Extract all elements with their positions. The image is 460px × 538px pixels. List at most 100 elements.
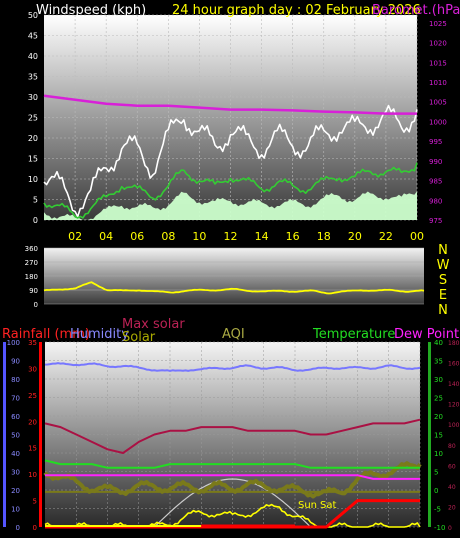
dir-y-tick: 0 <box>34 301 38 309</box>
rain-axis-bar <box>39 342 42 527</box>
humidity-y-tick: 50 <box>11 432 20 440</box>
solar-y-tick: 140 <box>448 381 460 388</box>
solar-y-tick: 120 <box>448 402 460 409</box>
rain-y-tick: 25 <box>28 392 37 400</box>
tick-labels: 0510152025303540455097598098599099510001… <box>7 11 460 532</box>
temp-y-tick: -5 <box>434 506 441 514</box>
pressure-line <box>43 94 417 115</box>
wind-y-tick: 5 <box>33 196 38 205</box>
rain-y-tick: 35 <box>28 339 37 347</box>
wind-y-tick: 20 <box>28 134 38 143</box>
wind-y-tick: 50 <box>28 11 38 20</box>
humidity-axis-bar <box>3 342 6 527</box>
solar-label: Solar <box>122 330 156 345</box>
humidity-y-tick: 70 <box>11 395 20 403</box>
dir-y-tick: 360 <box>25 245 38 253</box>
baro-y-tick: 990 <box>429 158 442 166</box>
dir-y-tick: 90 <box>29 287 38 295</box>
hour-tick: 00 <box>410 230 424 243</box>
temperature-line <box>44 459 420 469</box>
baro-y-tick: 1010 <box>429 79 447 87</box>
rain-y-tick: 30 <box>28 365 37 373</box>
temp-y-tick: 10 <box>434 450 443 458</box>
wind-y-tick: 30 <box>28 93 38 102</box>
temp-y-tick: 20 <box>434 413 443 421</box>
hour-tick: 16 <box>286 230 300 243</box>
solar-y-tick: 20 <box>448 504 456 511</box>
hour-tick: 04 <box>99 230 113 243</box>
solar-y-tick: 160 <box>448 361 460 368</box>
hour-tick: 22 <box>379 230 393 243</box>
compass-label: N <box>438 303 448 318</box>
rain-y-tick: 20 <box>28 418 37 426</box>
baro-y-tick: 975 <box>429 217 442 225</box>
hour-tick: 06 <box>130 230 144 243</box>
solar-y-tick: 40 <box>448 484 456 491</box>
aqi-label: AQI <box>222 327 245 342</box>
temp-y-tick: 40 <box>434 339 443 347</box>
hour-tick: 20 <box>348 230 362 243</box>
humidity-y-tick: 20 <box>11 487 20 495</box>
compass-label: W <box>437 258 450 273</box>
temp-y-tick: -10 <box>434 524 445 532</box>
dir-y-tick: 270 <box>25 259 38 267</box>
grid-lines <box>44 14 424 528</box>
rain-y-tick: 0 <box>33 524 37 532</box>
rain-y-tick: 15 <box>28 445 37 453</box>
rainfall-label: Rainfall (mm) <box>2 327 90 342</box>
aqi-line <box>43 461 422 499</box>
temp-axis-bar <box>428 342 431 527</box>
humidity-y-tick: 60 <box>11 413 20 421</box>
humidity-y-tick: 40 <box>11 450 20 458</box>
solar-y-tick: 60 <box>448 463 456 470</box>
humidity-y-tick: 10 <box>11 506 20 514</box>
hour-tick: 08 <box>161 230 175 243</box>
dew-point-label: Dew Point <box>394 327 459 342</box>
temp-y-tick: 25 <box>434 395 443 403</box>
humidity-label: Humidity <box>70 327 129 342</box>
wind-y-tick: 25 <box>28 114 38 123</box>
barometer-label: Baromet.(hPa) <box>372 3 460 18</box>
wind-panel <box>44 15 417 220</box>
humidity-y-tick: 0 <box>16 524 20 532</box>
temp-y-tick: 5 <box>434 469 438 477</box>
temp-y-tick: 0 <box>434 487 438 495</box>
baro-y-tick: 995 <box>429 138 442 146</box>
humidity-y-tick: 80 <box>11 376 20 384</box>
rain-y-tick: 10 <box>28 471 37 479</box>
baro-y-tick: 1020 <box>429 40 447 48</box>
baro-y-tick: 980 <box>429 197 442 205</box>
humidity-y-tick: 90 <box>11 358 20 366</box>
wind-y-tick: 35 <box>28 73 38 82</box>
hour-tick: 02 <box>68 230 82 243</box>
dir-y-tick: 180 <box>25 273 38 281</box>
hour-tick: 18 <box>317 230 331 243</box>
humidity-line <box>44 362 421 372</box>
temp-y-tick: 15 <box>434 432 443 440</box>
series-lines <box>43 94 425 529</box>
lull-area <box>44 191 417 220</box>
hour-tick: 10 <box>192 230 206 243</box>
windspeed-label: Windspeed (kph) <box>36 3 146 18</box>
temp-y-tick: 35 <box>434 358 443 366</box>
sat-label: Sat <box>320 500 336 511</box>
humidity-y-tick: 30 <box>11 469 20 477</box>
max-solar-label: Max solar <box>122 317 185 332</box>
sun-label: Sun <box>298 500 317 511</box>
wind-y-tick: 45 <box>28 32 38 41</box>
humidity-y-tick: 100 <box>7 339 20 347</box>
solar-y-tick: 0 <box>448 525 452 532</box>
rain-y-tick: 5 <box>33 498 37 506</box>
max-solar-line <box>44 418 421 454</box>
wind-y-tick: 10 <box>28 175 38 184</box>
temp-y-tick: 30 <box>434 376 443 384</box>
baro-y-tick: 1000 <box>429 118 447 126</box>
compass-label: N <box>438 243 448 258</box>
dew-point-line <box>45 474 420 480</box>
compass-label: S <box>439 273 447 288</box>
gust-line <box>43 104 418 218</box>
solar-y-tick: 80 <box>448 443 456 450</box>
wind-y-tick: 15 <box>28 155 38 164</box>
wind-y-tick: 0 <box>33 216 38 225</box>
